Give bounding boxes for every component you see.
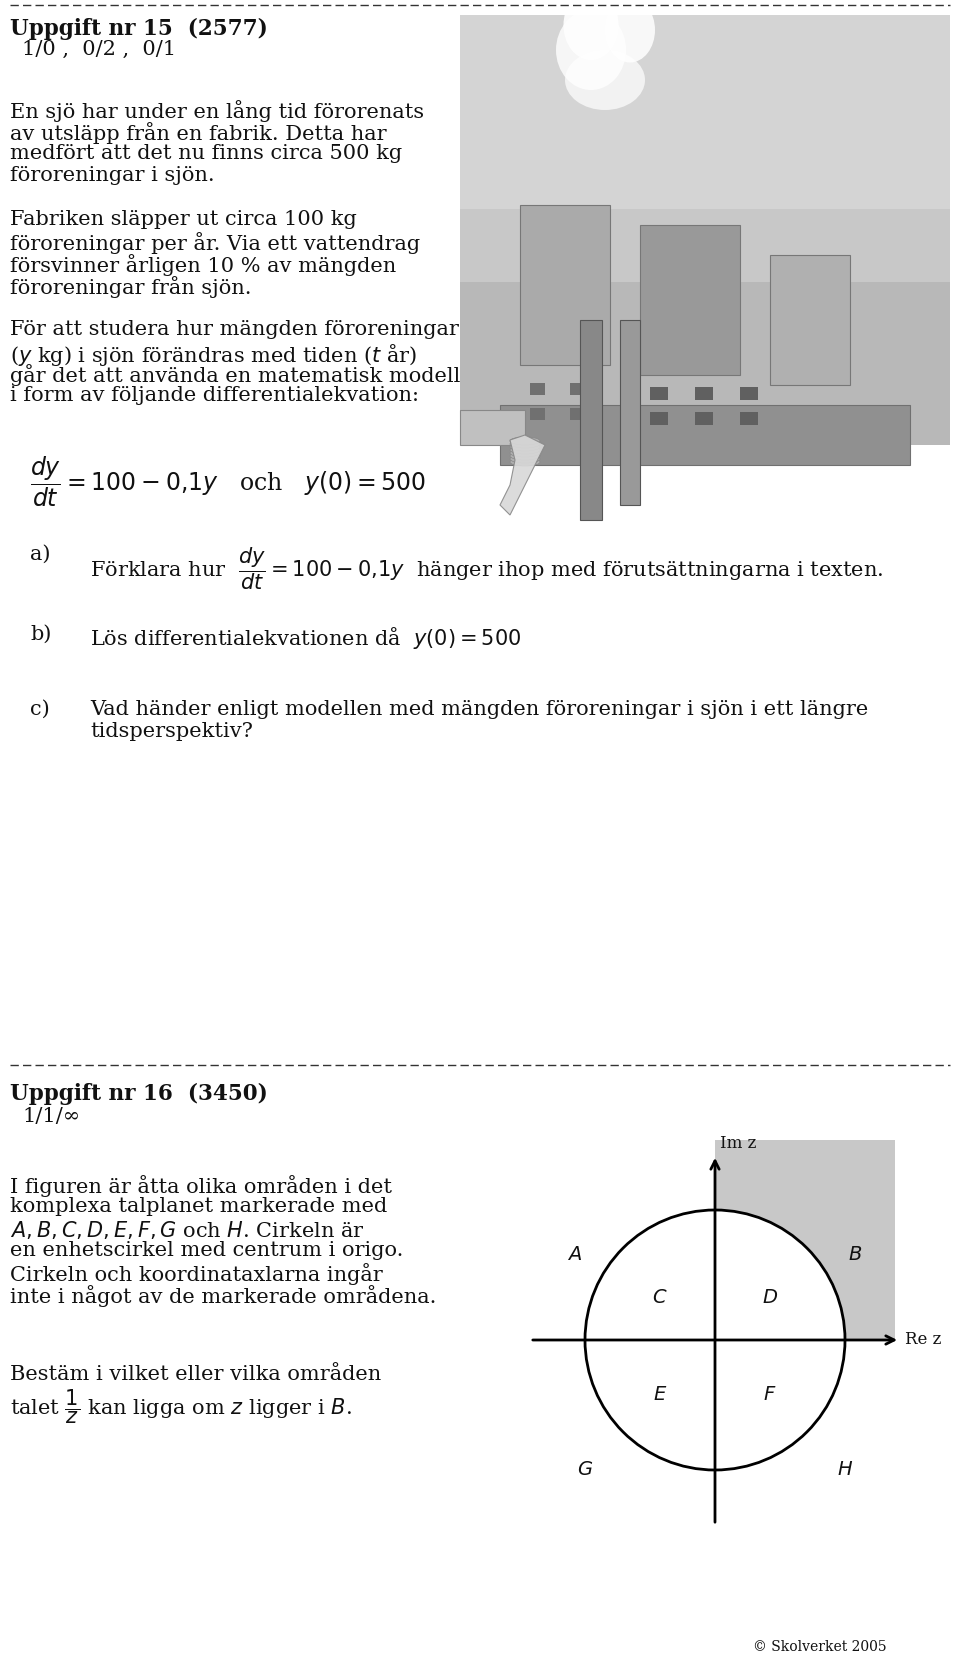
Bar: [530, 382, 545, 396]
Bar: [460, 281, 950, 445]
Ellipse shape: [605, 0, 655, 63]
Text: © Skolverket 2005: © Skolverket 2005: [754, 1640, 887, 1654]
Text: $\dfrac{dy}{dt} = 100 - 0{,}1y$   och   $y(0) = 500$: $\dfrac{dy}{dt} = 100 - 0{,}1y$ och $y(0…: [30, 455, 426, 509]
Text: En sjö har under en lång tid förorenats: En sjö har under en lång tid förorenats: [10, 100, 424, 121]
Bar: [570, 382, 585, 396]
Bar: [500, 406, 910, 465]
Ellipse shape: [510, 437, 540, 445]
Text: $F$: $F$: [763, 1386, 777, 1404]
Text: b): b): [30, 625, 52, 643]
Text: medfört att det nu finns circa 500 kg: medfört att det nu finns circa 500 kg: [10, 145, 402, 163]
Text: går det att använda en matematisk modell: går det att använda en matematisk modell: [10, 364, 461, 386]
Bar: [770, 254, 850, 386]
Text: Bestäm i vilket eller vilka områden: Bestäm i vilket eller vilka områden: [10, 1365, 381, 1384]
Text: $B$: $B$: [848, 1246, 862, 1265]
Text: Re z: Re z: [905, 1331, 942, 1348]
Text: en enhetscirkel med centrum i origo.: en enhetscirkel med centrum i origo.: [10, 1242, 403, 1260]
Text: i form av följande differentialekvation:: i form av följande differentialekvation:: [10, 386, 419, 406]
Text: försvinner årligen 10 % av mängden: försvinner årligen 10 % av mängden: [10, 254, 396, 276]
Ellipse shape: [510, 449, 540, 457]
Text: I figuren är åtta olika områden i det: I figuren är åtta olika områden i det: [10, 1175, 392, 1197]
Bar: [650, 387, 668, 401]
Text: $H$: $H$: [837, 1461, 853, 1479]
Ellipse shape: [565, 50, 645, 110]
Ellipse shape: [510, 455, 540, 464]
Text: tidsperspektiv?: tidsperspektiv?: [90, 721, 252, 741]
Text: $A$: $A$: [567, 1246, 583, 1265]
Text: För att studera hur mängden föroreningar: För att studera hur mängden föroreningar: [10, 321, 459, 339]
Text: Fabriken släpper ut circa 100 kg: Fabriken släpper ut circa 100 kg: [10, 209, 357, 229]
Ellipse shape: [556, 10, 626, 90]
Text: $E$: $E$: [653, 1386, 667, 1404]
Text: Uppgift nr 16  (3450): Uppgift nr 16 (3450): [10, 1084, 268, 1105]
Text: föroreningar från sjön.: föroreningar från sjön.: [10, 276, 252, 297]
Bar: [530, 407, 545, 420]
Bar: [520, 204, 610, 366]
Text: talet $\dfrac{1}{z}$ kan ligga om $z$ ligger i $B$.: talet $\dfrac{1}{z}$ kan ligga om $z$ li…: [10, 1388, 351, 1426]
Bar: [695, 387, 713, 401]
Text: Vad händer enligt modellen med mängden föroreningar i sjön i ett längre: Vad händer enligt modellen med mängden f…: [90, 700, 868, 720]
Ellipse shape: [510, 452, 540, 460]
Bar: [460, 411, 525, 445]
Bar: [580, 321, 602, 520]
Text: Im z: Im z: [720, 1135, 756, 1152]
Text: ($y$ kg) i sjön förändras med tiden ($t$ år): ($y$ kg) i sjön förändras med tiden ($t$…: [10, 342, 418, 367]
Text: a): a): [30, 545, 51, 563]
Bar: [650, 412, 668, 425]
Ellipse shape: [510, 445, 540, 454]
Text: av utsläpp från en fabrik. Detta har: av utsläpp från en fabrik. Detta har: [10, 121, 387, 145]
Ellipse shape: [510, 440, 540, 449]
Bar: [460, 208, 950, 445]
Text: Cirkeln och koordinataxlarna ingår: Cirkeln och koordinataxlarna ingår: [10, 1263, 383, 1285]
Text: föroreningar per år. Via ett vattendrag: föroreningar per år. Via ett vattendrag: [10, 233, 420, 254]
Text: c): c): [30, 700, 50, 720]
Text: Lös differentialekvationen då  $y(0) = 500$: Lös differentialekvationen då $y(0) = 50…: [90, 625, 521, 652]
Text: $A, B, C, D, E, F, G$ och $H$. Cirkeln är: $A, B, C, D, E, F, G$ och $H$. Cirkeln ä…: [10, 1218, 365, 1242]
Ellipse shape: [564, 0, 618, 60]
Text: komplexa talplanet markerade med: komplexa talplanet markerade med: [10, 1197, 387, 1217]
Ellipse shape: [510, 444, 540, 450]
Bar: [570, 407, 585, 420]
Ellipse shape: [510, 459, 540, 465]
Text: $D$: $D$: [762, 1290, 778, 1306]
Bar: [740, 387, 758, 401]
Bar: [695, 412, 713, 425]
Polygon shape: [500, 435, 545, 515]
Text: Förklara hur  $\dfrac{dy}{dt} = 100 - 0{,}1y$  hänger ihop med förutsättningarna: Förklara hur $\dfrac{dy}{dt} = 100 - 0{,…: [90, 545, 883, 592]
Text: $G$: $G$: [577, 1461, 593, 1479]
PathPatch shape: [715, 1140, 895, 1340]
Text: 1/1/∞: 1/1/∞: [22, 1107, 80, 1125]
Text: 1/0 ,  0/2 ,  0/1: 1/0 , 0/2 , 0/1: [22, 40, 176, 58]
Text: $C$: $C$: [652, 1290, 668, 1306]
Bar: [640, 224, 740, 376]
Text: inte i något av de markerade områdena.: inte i något av de markerade områdena.: [10, 1285, 437, 1306]
Text: föroreningar i sjön.: föroreningar i sjön.: [10, 166, 215, 184]
Bar: [460, 15, 950, 445]
Bar: [620, 321, 640, 505]
Bar: [740, 412, 758, 425]
Text: Uppgift nr 15  (2577): Uppgift nr 15 (2577): [10, 18, 268, 40]
